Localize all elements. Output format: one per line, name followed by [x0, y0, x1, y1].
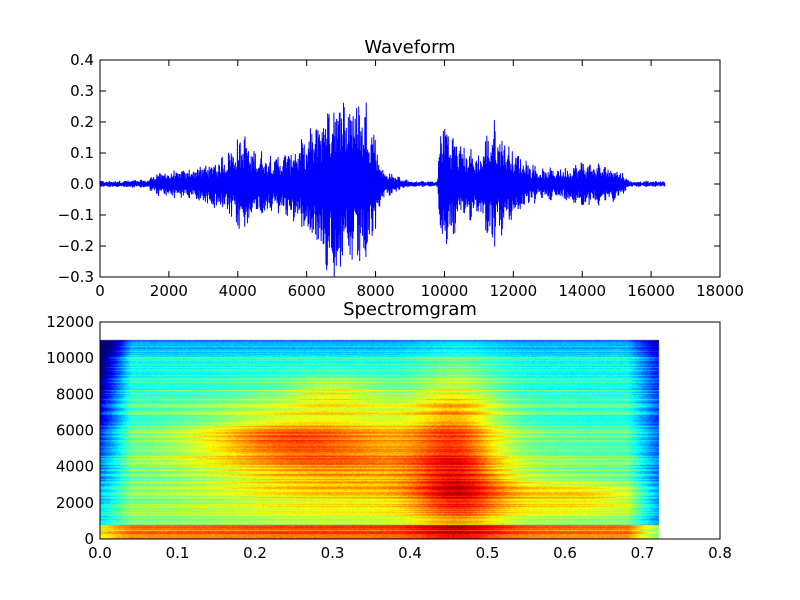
spectrogram-y-tick-label: 8000: [56, 385, 94, 403]
waveform-y-tick-label: 0.2: [70, 113, 94, 131]
waveform-x-tick-label: 12000: [489, 282, 537, 300]
waveform-x-tick-label: 16000: [627, 282, 675, 300]
spectrogram-x-tick-label: 0.5: [476, 544, 500, 562]
spectrogram-x-tick-label: 0.2: [243, 544, 267, 562]
spectrogram-title: Spectromgram: [343, 299, 477, 320]
waveform-x-tick-label: 2000: [150, 282, 188, 300]
waveform-x-tick-label: 6000: [288, 282, 326, 300]
waveform-x-tick-label: 4000: [219, 282, 257, 300]
waveform-x-ticks: 0 2000 4000 6000 8000 10000 12000 14000 16000 180…: [95, 60, 744, 300]
spectrogram-y-tick-label: 10000: [46, 349, 94, 367]
waveform-title: Waveform: [364, 37, 455, 58]
waveform-x-tick-label: 0: [95, 282, 105, 300]
waveform-y-ticks: 0.4 0.3 0.2 0.1 0.0 −0.1 −0.2 −0.3: [58, 51, 720, 286]
waveform-y-tick-label: 0.1: [70, 144, 94, 162]
waveform-x-tick-label: 10000: [421, 282, 469, 300]
spectrogram-y-tick-label: 0: [84, 530, 94, 548]
waveform-series-line: [100, 102, 666, 277]
waveform-y-tick-label: −0.2: [58, 237, 94, 255]
waveform-y-tick-label: 0.3: [70, 82, 94, 100]
spectrogram-panel: Spectromgram 120001000080006000400020000…: [46, 299, 732, 562]
waveform-x-tick-label: 18000: [696, 282, 744, 300]
spectrogram-x-tick-label: 0.1: [166, 544, 190, 562]
waveform-y-tick-label: −0.1: [58, 206, 94, 224]
spectrogram-y-tick-label: 2000: [56, 494, 94, 512]
waveform-y-tick-label: −0.3: [58, 268, 94, 286]
spectrogram-y-tick-label: 12000: [46, 313, 94, 331]
waveform-x-tick-label: 8000: [356, 282, 394, 300]
spectrogram-y-ticks: 12000 10000 8000 6000 4000 2000 0: [46, 313, 720, 548]
waveform-axes-frame: [99, 59, 721, 278]
spectrogram-x-tick-label: 0.8: [708, 544, 732, 562]
waveform-y-tick-label: 0.4: [70, 51, 94, 69]
spectrogram-x-tick-label: 0.3: [321, 544, 345, 562]
spectrogram-y-tick-label: 4000: [56, 458, 94, 476]
spectrogram-x-tick-label: 0.0: [88, 544, 112, 562]
spectrogram-y-tick-label: 6000: [56, 422, 94, 440]
spectrogram-x-tick-label: 0.6: [553, 544, 577, 562]
waveform-x-tick-label: 14000: [558, 282, 606, 300]
waveform-y-tick-label: 0.0: [70, 175, 94, 193]
spectrogram-x-ticks: 0.0 0.1 0.2 0.3 0.4 0.5 0.6 0.7 0.8: [88, 322, 732, 562]
spectrogram-axes-frame: [99, 321, 721, 540]
spectrogram-heatmap: [100, 322, 720, 539]
spectrogram-x-tick-label: 0.7: [631, 544, 655, 562]
waveform-panel: Waveform 0.4 0.3 0.2 0.1 0.0 −0.1 −0.2 −0.3 0 20…: [58, 37, 744, 300]
spectrogram-x-tick-label: 0.4: [398, 544, 422, 562]
